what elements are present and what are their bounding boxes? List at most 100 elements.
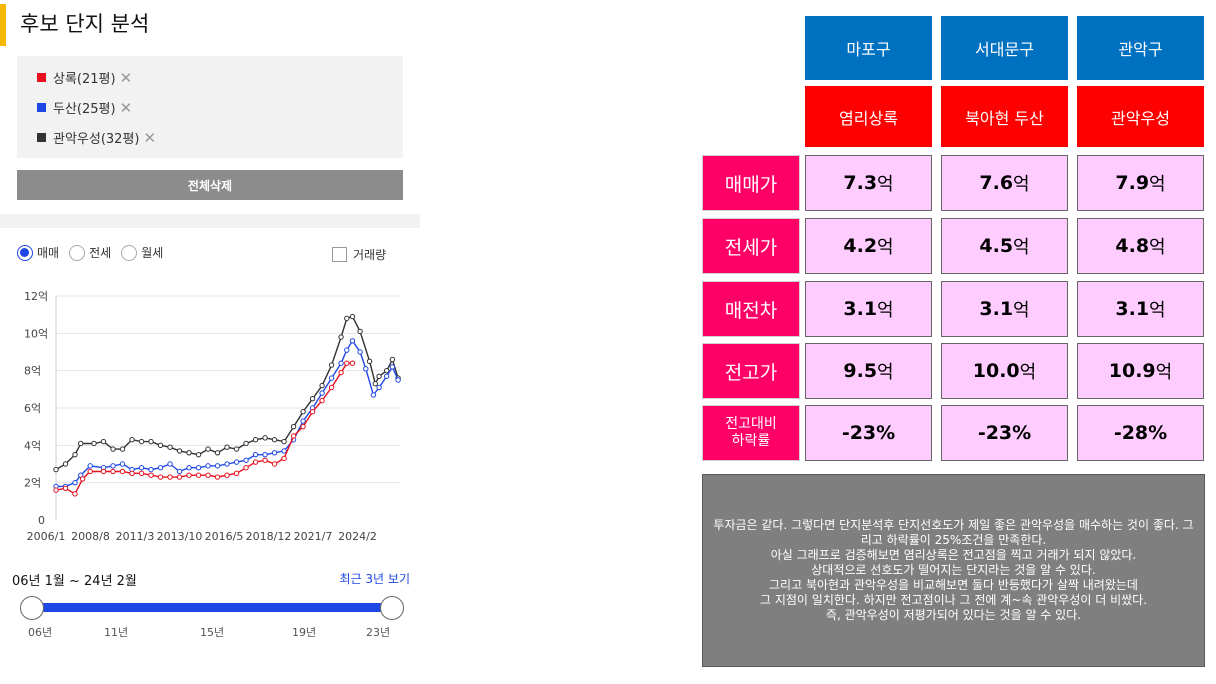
value-unit: 억 bbox=[1019, 362, 1037, 383]
data-point bbox=[233, 459, 240, 465]
x-tick-label: 2018/12 bbox=[246, 530, 292, 543]
data-point bbox=[100, 468, 107, 475]
selected-complex-item: 두산(25평) ✕ bbox=[37, 98, 132, 117]
data-point bbox=[233, 470, 240, 477]
data-point bbox=[349, 313, 356, 320]
radio-monthly-label[interactable]: 월세 bbox=[141, 246, 164, 260]
section-divider bbox=[0, 214, 420, 228]
data-point bbox=[328, 384, 335, 391]
range-end-handle[interactable] bbox=[380, 596, 404, 620]
series-color-swatch bbox=[37, 133, 46, 142]
value-number: 10.9 bbox=[1108, 360, 1156, 382]
data-point bbox=[243, 465, 249, 471]
data-point bbox=[214, 474, 221, 480]
value-cell: 3.1 억 bbox=[1077, 281, 1204, 337]
value-unit: 억 bbox=[1013, 300, 1030, 321]
data-point bbox=[271, 450, 278, 456]
data-point bbox=[205, 472, 211, 478]
data-point bbox=[224, 472, 230, 478]
remove-icon[interactable]: ✕ bbox=[143, 128, 157, 147]
data-point bbox=[72, 451, 78, 458]
series-line bbox=[55, 315, 399, 471]
radio-sale-label[interactable]: 매매 bbox=[37, 246, 60, 260]
row-header: 전고대비 하락률 bbox=[702, 405, 800, 461]
data-point bbox=[148, 472, 154, 478]
period-label: 06년 1월 ~ 24년 2월 bbox=[12, 574, 137, 589]
data-point bbox=[389, 356, 396, 363]
analysis-notes: 투자금은 같다. 그렇다면 단지분석후 단지선호도가 제일 좋은 관악우성을 매… bbox=[702, 474, 1205, 667]
data-point bbox=[344, 315, 350, 322]
data-point bbox=[376, 373, 382, 379]
series-line bbox=[56, 339, 399, 488]
data-point bbox=[100, 438, 107, 445]
recent-3y-link[interactable]: 최근 3년 보기 bbox=[339, 572, 410, 586]
district-header: 관악구 bbox=[1077, 16, 1204, 80]
volume-toggle[interactable]: 거래량 bbox=[332, 246, 386, 263]
radio-sale[interactable] bbox=[17, 244, 33, 261]
data-point bbox=[195, 472, 202, 478]
complex-label: 상록(21평) bbox=[53, 72, 116, 87]
selected-complex-item: 상록(21평) ✕ bbox=[37, 68, 132, 87]
value-unit: 억 bbox=[877, 174, 894, 195]
y-tick-label: 8억 bbox=[24, 365, 41, 378]
row-header: 전세가 bbox=[702, 218, 800, 274]
data-point bbox=[383, 373, 390, 379]
range-start-handle[interactable] bbox=[20, 596, 44, 620]
value-unit: 억 bbox=[1149, 300, 1166, 321]
slider-tick: 19년 bbox=[292, 626, 317, 639]
value-unit: 억 bbox=[1149, 174, 1166, 195]
data-point bbox=[243, 440, 249, 447]
data-point bbox=[148, 466, 154, 473]
data-point bbox=[290, 433, 297, 439]
page-title: 후보 단지 분석 bbox=[20, 12, 150, 36]
radio-jeonse-label[interactable]: 전세 bbox=[89, 246, 112, 260]
data-point bbox=[195, 465, 202, 471]
y-tick-label: 4억 bbox=[24, 439, 41, 452]
data-point bbox=[53, 466, 59, 473]
data-point bbox=[243, 457, 249, 463]
value-cell: 3.1 억 bbox=[805, 281, 932, 337]
data-point bbox=[349, 360, 356, 366]
data-point bbox=[138, 465, 145, 471]
y-tick-label: 6억 bbox=[24, 402, 41, 415]
data-point bbox=[309, 409, 316, 415]
notes-text: 투자금은 같다. 그렇다면 단지분석후 단지선호도가 제일 좋은 관악우성을 매… bbox=[713, 518, 1194, 622]
value-unit: 억 bbox=[877, 362, 894, 383]
data-point bbox=[72, 479, 78, 486]
district-header: 마포구 bbox=[805, 16, 932, 80]
delete-all-button[interactable]: 전체삭제 bbox=[17, 170, 403, 200]
data-point bbox=[176, 468, 183, 475]
value-number: -28% bbox=[1113, 422, 1168, 444]
volume-checkbox[interactable] bbox=[332, 247, 347, 262]
data-point bbox=[357, 328, 363, 335]
data-point bbox=[372, 381, 378, 387]
data-point bbox=[224, 461, 230, 467]
value-cell: 7.3 억 bbox=[805, 155, 932, 211]
data-point bbox=[110, 446, 116, 452]
data-point bbox=[176, 474, 183, 480]
remove-icon[interactable]: ✕ bbox=[119, 68, 133, 87]
data-point bbox=[357, 349, 363, 355]
row-header: 전고가 bbox=[702, 343, 800, 399]
data-point bbox=[167, 474, 173, 480]
data-point bbox=[383, 367, 390, 374]
y-tick-label: 12억 bbox=[24, 290, 48, 303]
radio-monthly[interactable] bbox=[121, 244, 138, 261]
data-point bbox=[262, 457, 268, 463]
remove-icon[interactable]: ✕ bbox=[119, 98, 133, 117]
data-point bbox=[53, 487, 59, 493]
x-tick-label: 2021/7 bbox=[294, 530, 333, 543]
data-point bbox=[328, 362, 335, 368]
data-point bbox=[262, 435, 268, 441]
value-cell: 4.2 억 bbox=[805, 218, 932, 274]
data-point bbox=[344, 347, 350, 353]
radio-jeonse[interactable] bbox=[69, 244, 86, 261]
y-tick-label: 0 bbox=[38, 514, 45, 527]
data-point bbox=[138, 438, 145, 445]
complex-label: 두산(25평) bbox=[53, 102, 116, 117]
data-point bbox=[338, 334, 344, 340]
y-tick-label: 10억 bbox=[24, 327, 48, 340]
period-range-slider[interactable] bbox=[20, 596, 404, 620]
value-number: 7.3 bbox=[843, 172, 878, 194]
value-cell: -28% bbox=[1077, 405, 1204, 461]
